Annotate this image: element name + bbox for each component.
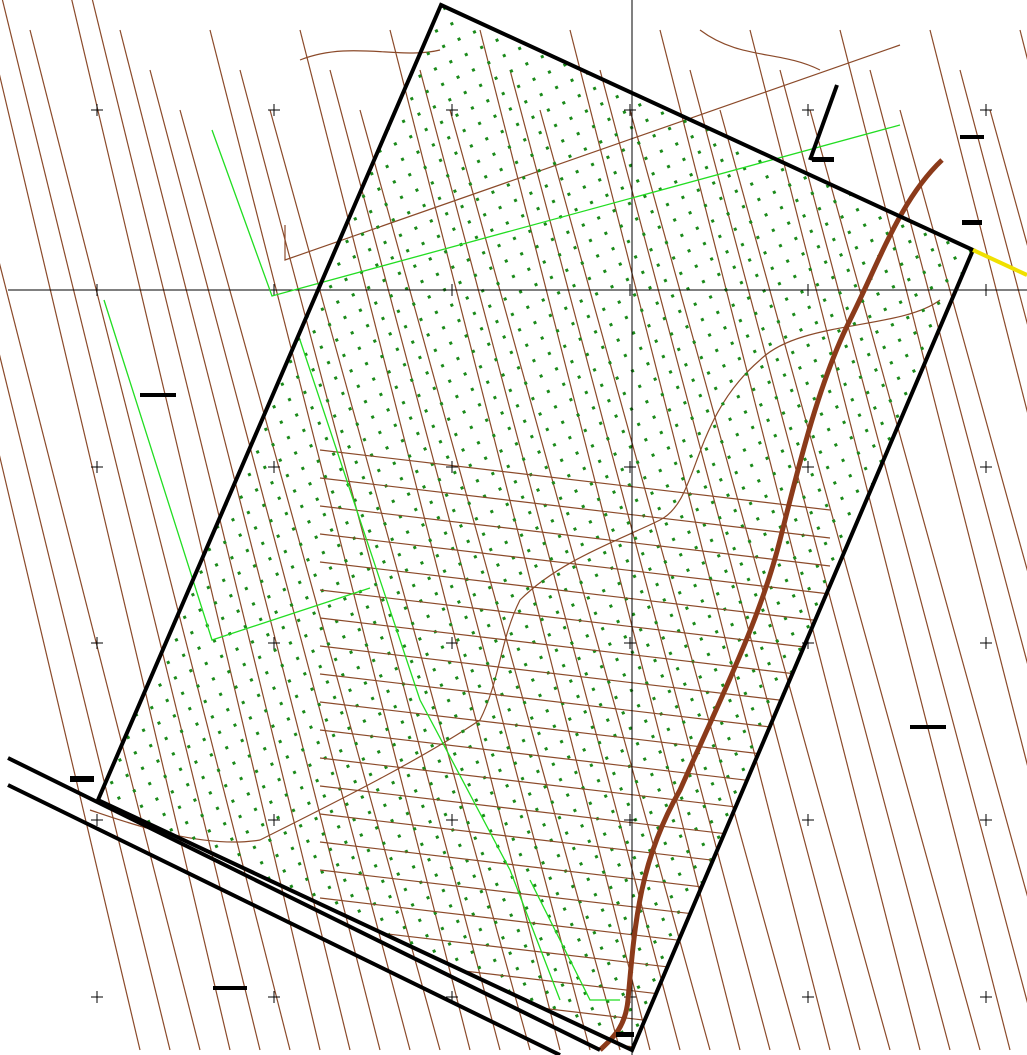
- axes: [8, 0, 1027, 1055]
- contour: [29, 29, 291, 1051]
- field-line: [319, 449, 831, 511]
- field-line: [319, 561, 831, 623]
- field-line: [319, 701, 831, 763]
- contour: [1, 0, 261, 1051]
- yellow-segment: [972, 248, 1027, 277]
- labels-blocks: [70, 135, 984, 1037]
- contour: [284, 44, 901, 261]
- contour: [959, 69, 1027, 325]
- contour: [0, 74, 231, 1051]
- green-lines: [103, 124, 901, 1001]
- field-line: [319, 673, 831, 735]
- creek: [598, 158, 944, 1052]
- contour: [0, 262, 201, 1051]
- contour: [839, 29, 1027, 767]
- contour: [0, 354, 171, 1051]
- field-line: [319, 477, 831, 539]
- parcel-boundary: [7, 2, 976, 1055]
- field-line: [319, 617, 831, 679]
- parcel-hatch: [98, 5, 973, 1050]
- contour: [929, 29, 1027, 413]
- contour: [0, 455, 141, 1051]
- field-line: [319, 533, 831, 595]
- field-line: [319, 505, 831, 567]
